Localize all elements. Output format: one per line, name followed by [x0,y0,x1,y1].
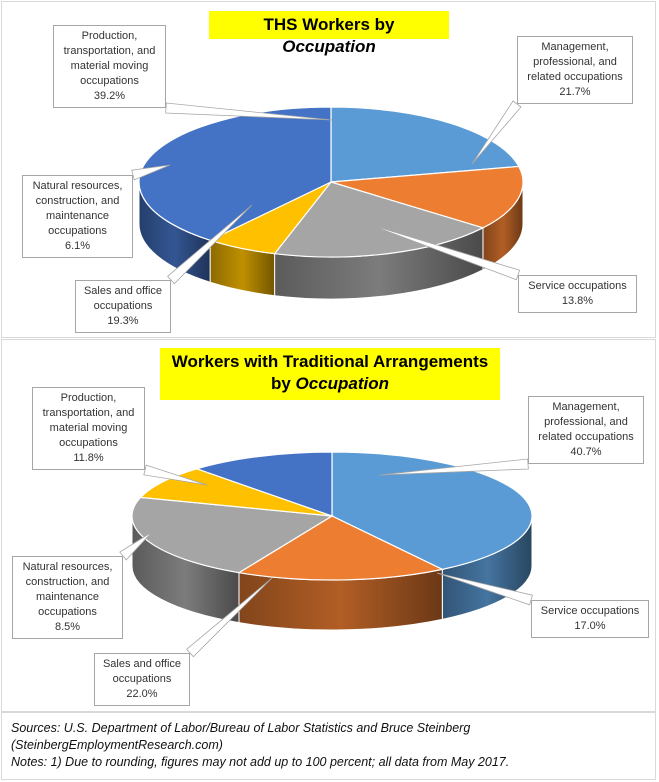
leader-line-production [165,102,333,121]
data-label-text: transportation, and [42,407,135,419]
data-label-text: related occupations [527,71,623,83]
data-label-text: occupations [93,300,153,312]
pie-slice-production [194,451,333,517]
data-label-text: maintenance [36,591,99,603]
data-label-service: Service occupations 13.8% [518,275,637,313]
data-label-value: 17.0% [574,620,606,632]
data-label-value: 6.1% [64,240,91,252]
pie-slice-management [330,106,520,183]
chart-title-ths: THS Workers by Occupation [209,11,449,56]
leader-line-management [379,458,529,476]
data-label-text: Natural resources, [22,561,113,573]
data-label-text: Natural resources, [32,180,123,192]
data-label-management: Management, professional, and related occu… [528,396,644,464]
chart-title-traditional: Workers with Traditional Arrangements by … [160,348,500,400]
leader-line-natural-resources [119,531,153,561]
data-label-text: maintenance [46,210,109,222]
pie-slice-production [138,106,332,241]
pie-slice-sales-office [273,181,485,258]
chart-panel-ths: THS Workers by Occupation Management, pro… [1,1,656,338]
chart-title-plain: THS Workers by [263,15,395,34]
leader-line-sales-office [186,577,273,658]
data-label-value: 22.0% [126,688,158,700]
data-label-text: transportation, and [63,45,156,57]
data-label-value: 8.5% [54,621,81,633]
data-label-natural-resources: Natural resources, construction, and maint… [12,556,123,639]
data-label-value: 39.2% [93,90,126,102]
data-label-text: occupations [48,225,107,237]
data-label-sales-office: Sales and office occupations 19.3% [75,280,171,333]
footer-notes-text: Notes: 1) Due to rounding, figures may n… [11,755,510,769]
data-label-text: related occupations [538,431,634,443]
chart-title-italic: Occupation [282,37,376,56]
pie-slice-service [330,165,524,229]
leader-line-production [143,464,208,486]
data-label-text: Sales and office [83,285,163,297]
data-label-service: Service occupations 17.0% [531,600,649,638]
leader-line-natural-resources [131,164,171,181]
data-label-text: material moving [70,60,149,72]
data-label-text: Management, [541,41,609,53]
data-label-text: Management, [552,401,620,413]
footer-website: (SteinbergEmploymentResearch.com) [11,738,223,752]
data-label-natural-resources: Natural resources, construction, and maint… [22,175,133,258]
data-label-value: 11.8% [73,452,104,464]
data-label-text: construction, and [35,195,120,207]
data-label-text: professional, and [533,56,617,68]
chart-title-plain: by [270,374,296,393]
data-label-sales-office: Sales and office occupations 22.0% [94,653,190,706]
data-label-production: Production, transportation, and material m… [32,387,145,470]
pie-slice-sales-office [131,496,334,574]
pie-slice-service [237,515,445,581]
data-label-text: professional, and [544,416,628,428]
data-label-value: 13.8% [561,295,594,307]
pie-chart-ths [131,100,524,300]
data-label-value: 19.3% [107,315,139,327]
chart-title-line1: Workers with Traditional Arrangements [171,352,489,371]
footer-notes: Sources: U.S. Department of Labor/Bureau… [1,712,656,780]
data-label-text: Sales and office [102,658,182,670]
data-label-value: 21.7% [559,86,591,98]
data-label-value: 40.7% [570,446,602,458]
footer-sources: Sources: U.S. Department of Labor/Bureau… [11,721,471,735]
data-label-text: Production, [60,392,117,404]
data-label-text: material moving [49,422,128,434]
data-label-management: Management, professional, and related occu… [517,36,633,104]
chart-panel-traditional: Workers with Traditional Arrangements by … [1,339,656,712]
data-label-text: Service occupations [528,280,627,292]
data-label-production: Production, transportation, and material m… [53,25,166,108]
data-label-text: occupations [80,75,139,87]
leader-line-sales-office [167,204,253,285]
chart-title-italic: Occupation [295,374,390,393]
pie-chart-traditional [119,451,533,658]
data-label-text: occupations [38,606,97,618]
leader-line-management [471,100,522,165]
data-label-text: Service occupations [540,605,640,617]
data-label-text: construction, and [25,576,110,588]
data-label-text: Production, [81,30,138,42]
data-label-text: occupations [59,437,118,449]
data-label-text: occupations [112,673,172,685]
